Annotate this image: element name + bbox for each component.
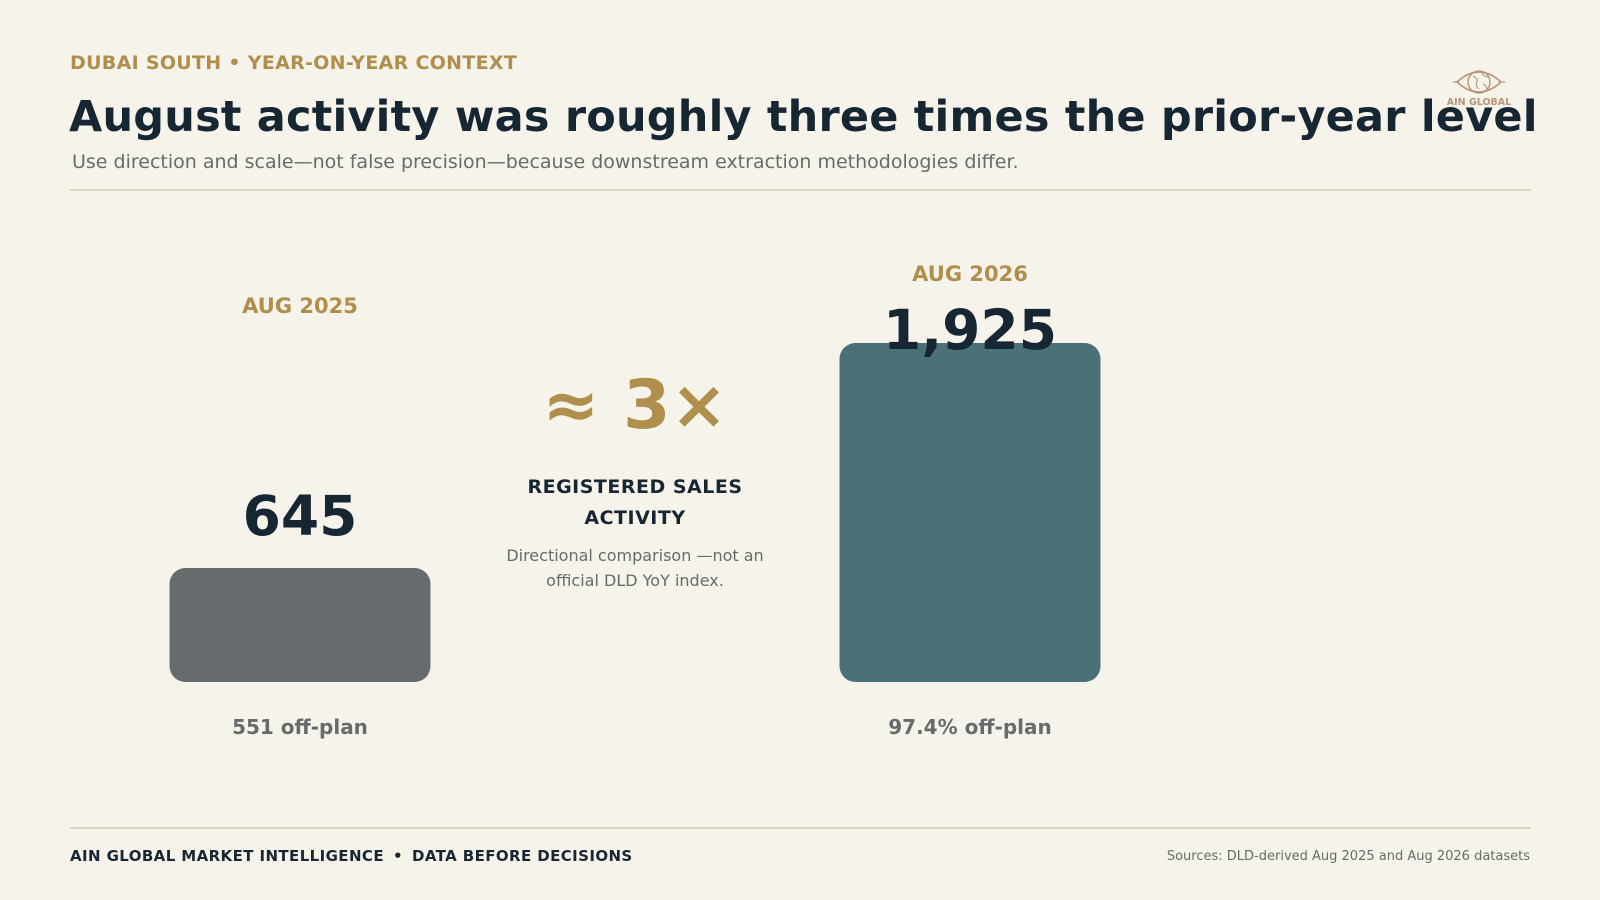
logo-wordmark: AIN GLOBAL [1447, 97, 1511, 108]
footer-separator: • [392, 847, 403, 865]
slide-title: August activity was roughly three times … [69, 92, 1538, 142]
eye-globe-icon [1453, 70, 1505, 94]
footer-sources: Sources: DLD-derived Aug 2025 and Aug 20… [1166, 849, 1530, 864]
bar-value-label: 1,925 [883, 298, 1057, 362]
bar-note: 551 off-plan [232, 715, 368, 739]
slide-eyebrow: DUBAI SOUTH • YEAR-ON-YEAR CONTEXT [70, 52, 518, 74]
bar-2 [839, 343, 1101, 682]
header-divider [70, 189, 1531, 191]
footer-tagline: DATA BEFORE DECISIONS [411, 847, 633, 865]
category-label: AUG 2025 [242, 294, 358, 318]
bar-note: 97.4% off-plan [888, 715, 1052, 739]
comparison-note: Directional comparison —not an official … [506, 546, 764, 590]
bar-value-label: 645 [243, 484, 358, 548]
metric-label: REGISTERED SALES ACTIVITY [527, 476, 743, 529]
slide-subtitle: Use direction and scale—not false precis… [72, 151, 1019, 173]
footer-brand: AIN GLOBAL MARKET INTELLIGENCE [70, 847, 384, 865]
footer-brand-line: AIN GLOBAL MARKET INTELLIGENCE • DATA BEFO… [70, 847, 633, 865]
footer-divider [70, 827, 1531, 829]
brand-logo: AIN GLOBAL [1447, 70, 1511, 108]
bar-1 [169, 568, 431, 682]
multiplier-callout: ≈ 3× [542, 366, 728, 445]
category-label: AUG 2026 [912, 262, 1028, 286]
